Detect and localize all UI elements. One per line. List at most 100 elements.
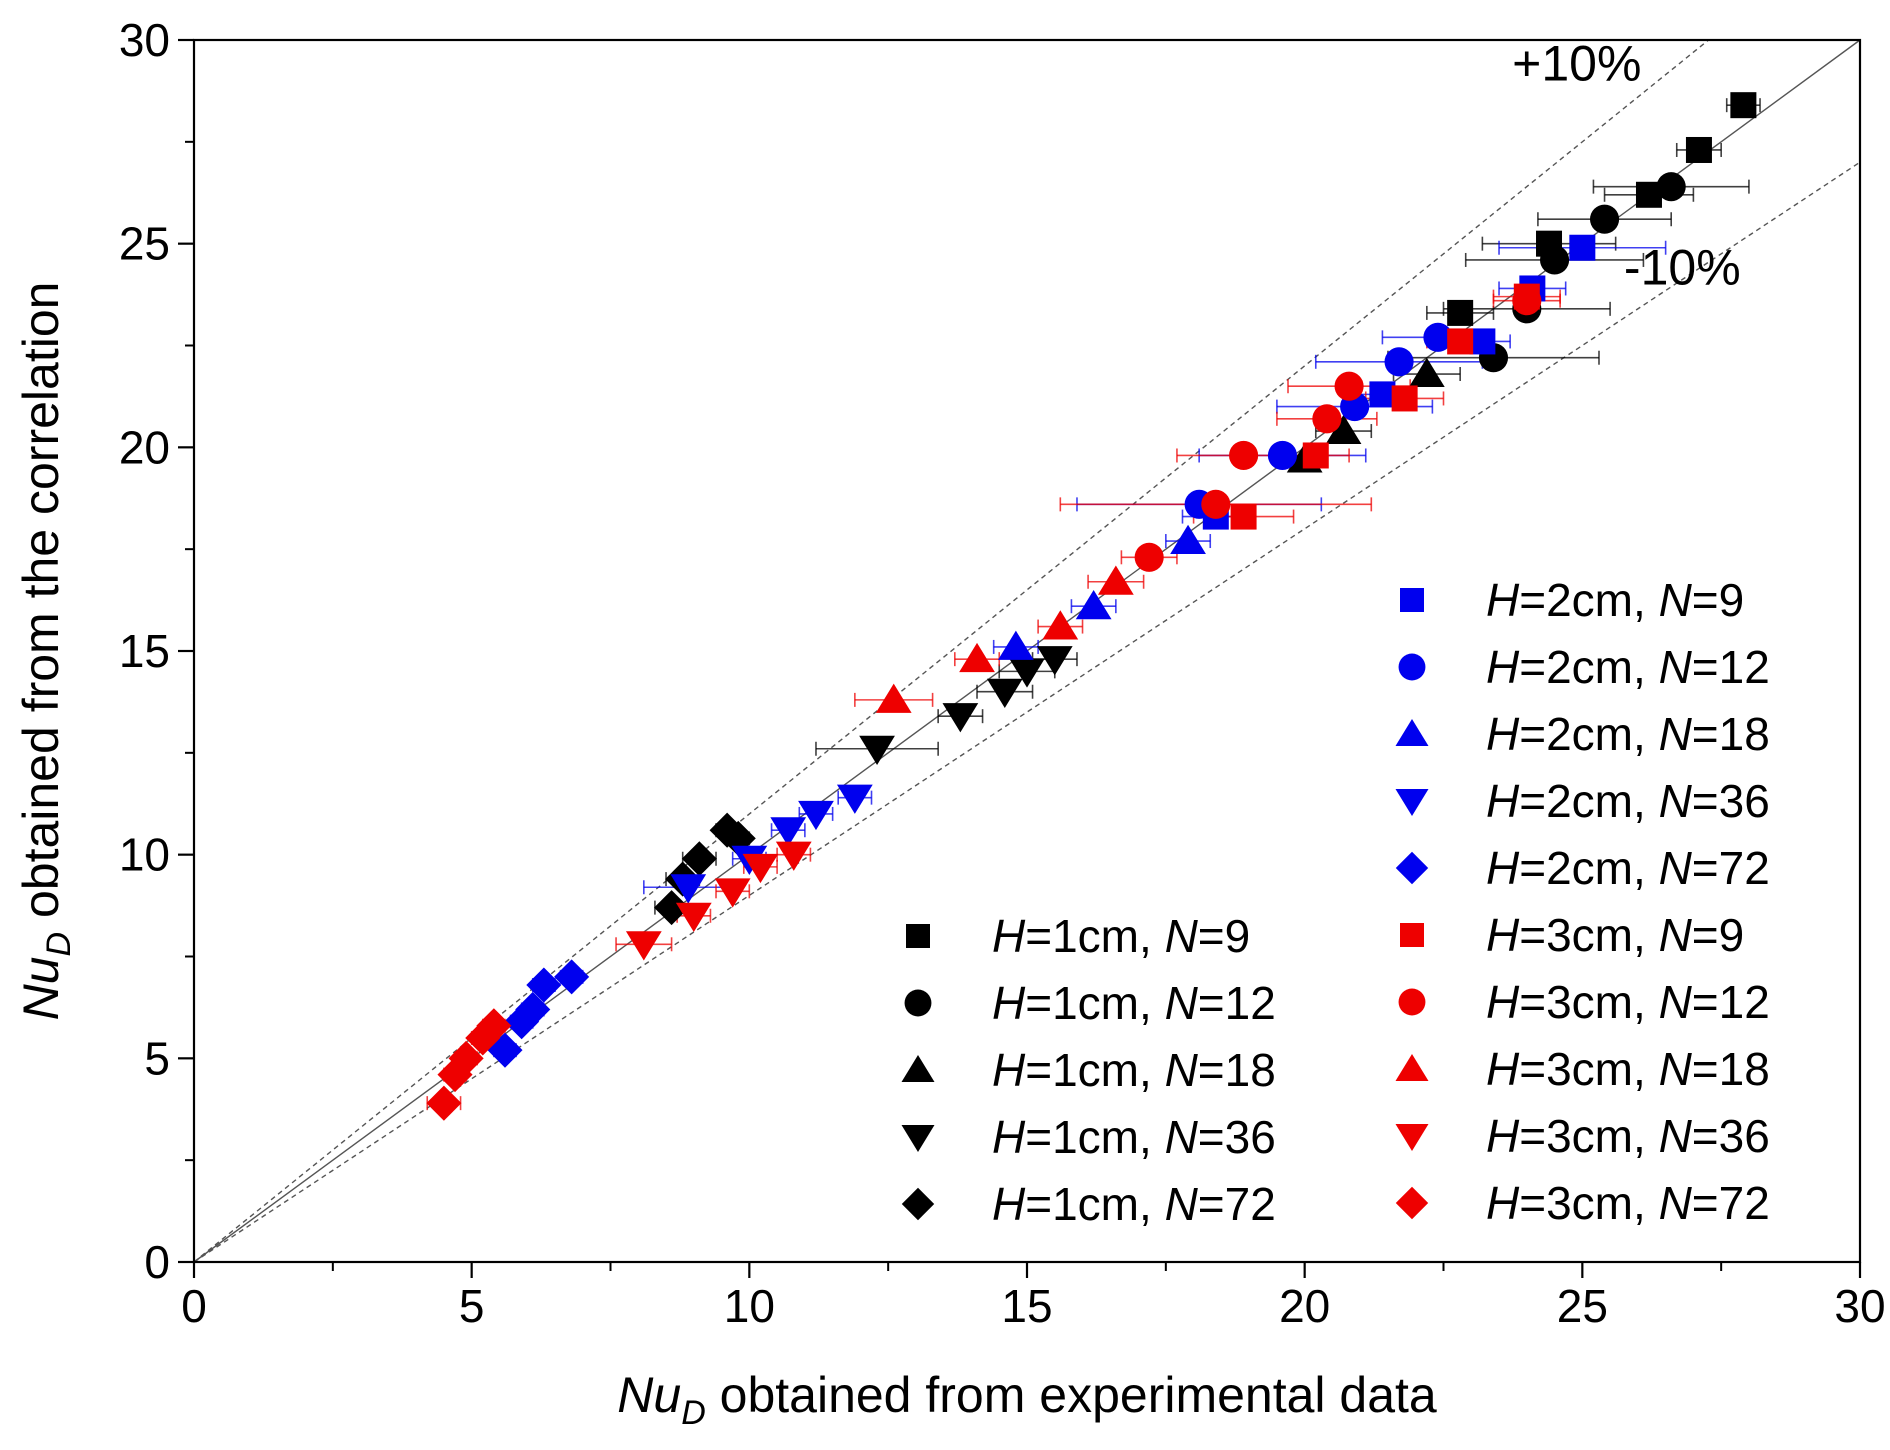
legend-item-h1-n9: H=1cm, N=9 <box>906 910 1250 962</box>
legend-label-part: H <box>1486 708 1520 760</box>
data-point-h2-n9-0 <box>1569 234 1596 261</box>
data-point-h2-n36-0 <box>836 784 873 814</box>
legend-item-h2-n72: H=2cm, N=72 <box>1395 842 1770 894</box>
legend-item-h3-n72: H=3cm, N=72 <box>1395 1177 1770 1229</box>
annotation-plus10: +10% <box>1512 36 1641 92</box>
legend-label: H=1cm, N=9 <box>992 910 1250 962</box>
data-point-h1-n36-1 <box>1009 658 1045 688</box>
y-tick-label: 5 <box>144 1032 170 1084</box>
data-point-h3-n12-0 <box>1512 286 1542 316</box>
y-tick-label: 25 <box>119 218 170 270</box>
legend-marker <box>1400 923 1424 947</box>
x-tick-label: 15 <box>1001 1280 1052 1332</box>
legend-label: H=2cm, N=36 <box>1486 775 1770 827</box>
legend-label-part: N <box>1659 909 1693 961</box>
legend-label: H=1cm, N=72 <box>992 1178 1276 1230</box>
data-point-h2-n36-1 <box>798 800 834 831</box>
data-point-h3-n36-0 <box>775 841 812 871</box>
data-point-h1-n72-2 <box>681 841 717 877</box>
legend-label-part: =2cm, <box>1519 842 1658 894</box>
legend-label: H=2cm, N=12 <box>1486 641 1770 693</box>
data-markers <box>426 92 1757 1121</box>
axis-var: Nu <box>13 957 69 1021</box>
legend-label-part: N <box>1659 1110 1693 1162</box>
data-point-h3-n12-5 <box>1134 542 1164 572</box>
x-tick-label: 25 <box>1557 1280 1608 1332</box>
data-point-h3-n36-3 <box>675 902 712 933</box>
legend-label-part: =1cm, <box>1025 1044 1164 1096</box>
x-axis-title: NuD obtained from experimental data <box>617 1367 1437 1432</box>
data-point-h2-n72-1 <box>526 967 562 1003</box>
data-point-h3-n9-3 <box>1302 442 1329 469</box>
legend-marker <box>1395 1124 1429 1151</box>
legend-label: H=1cm, N=12 <box>992 977 1276 1029</box>
data-point-h2-n18-1 <box>1075 589 1112 620</box>
legend-label-part: =3cm, <box>1519 909 1658 961</box>
legend-marker <box>901 1055 935 1082</box>
legend-label-part: N <box>1659 976 1693 1028</box>
data-point-h1-n12-1 <box>1589 204 1620 234</box>
x-tick-label: 5 <box>459 1280 485 1332</box>
axis-var-sub: D <box>40 932 78 957</box>
legend-marker <box>901 1187 935 1221</box>
legend-marker <box>901 1125 935 1152</box>
legend-item-h3-n18: H=3cm, N=18 <box>1395 1043 1770 1095</box>
legend-label-part: =36 <box>1198 1111 1276 1163</box>
legend-label-part: N <box>1659 1177 1693 1229</box>
data-point-h3-n36-2 <box>714 878 751 908</box>
legend-item-h2-n12: H=2cm, N=12 <box>1398 641 1770 693</box>
legend-label-part: =2cm, <box>1519 574 1658 626</box>
legend-label: H=1cm, N=18 <box>992 1044 1276 1096</box>
legend-label-part: =2cm, <box>1519 708 1658 760</box>
data-point-h1-n36-2 <box>986 678 1023 708</box>
legend-label-part: H <box>1486 641 1520 693</box>
legend-label-part: =12 <box>1198 977 1276 1029</box>
axis-title-text: obtained from the correlation <box>13 282 69 932</box>
legend-label-part: N <box>1165 1044 1199 1096</box>
y-tick-label: 30 <box>119 14 170 66</box>
legend-label-part: =36 <box>1692 775 1770 827</box>
legend-label-part: =9 <box>1692 909 1744 961</box>
data-point-h1-n36-3 <box>942 703 979 733</box>
legend-label-part: N <box>1659 842 1693 894</box>
data-point-h2-n72-3 <box>504 1004 540 1040</box>
legend-item-h3-n9: H=3cm, N=9 <box>1400 909 1744 961</box>
y-tick-label: 20 <box>119 421 170 473</box>
legend-label-part: H <box>992 977 1026 1029</box>
data-point-h3-n12-4 <box>1201 489 1231 519</box>
y-tick-label: 10 <box>119 829 170 881</box>
legend-item-h1-n36: H=1cm, N=36 <box>901 1111 1276 1163</box>
legend-label-part: =3cm, <box>1519 1043 1658 1095</box>
legend-label-part: H <box>1486 976 1520 1028</box>
legend-label-part: =36 <box>1692 1110 1770 1162</box>
reference-line-plus10 <box>193 39 1709 1263</box>
legend-item-h3-n36: H=3cm, N=36 <box>1395 1110 1770 1162</box>
legend-label: H=1cm, N=36 <box>992 1111 1276 1163</box>
legend-label: H=3cm, N=12 <box>1486 976 1770 1028</box>
legend-label-part: H <box>1486 1177 1520 1229</box>
legend-label-part: H <box>1486 842 1520 894</box>
legend-label-part: H <box>1486 1110 1520 1162</box>
legend-label-part: H <box>992 1178 1026 1230</box>
y-tick-label: 15 <box>119 625 170 677</box>
data-point-h3-n72-1 <box>465 1020 501 1056</box>
legend-label-part: N <box>1659 1043 1693 1095</box>
legend-label-part: H <box>1486 909 1520 961</box>
legend-marker <box>1398 988 1426 1016</box>
axis-title-text: obtained from experimental data <box>706 1367 1437 1423</box>
legend-label-part: =18 <box>1692 1043 1770 1095</box>
legend-label: H=2cm, N=18 <box>1486 708 1770 760</box>
axis-var-sub: D <box>681 1394 706 1432</box>
data-point-h3-n36-1 <box>742 853 779 884</box>
data-point-h2-n72-0 <box>554 959 590 995</box>
legend-label-part: N <box>1165 977 1199 1029</box>
data-point-h3-n9-4 <box>1230 503 1257 530</box>
data-point-h3-n12-3 <box>1229 440 1259 471</box>
legend-label-part: =1cm, <box>1025 1111 1164 1163</box>
legend-label-part: =1cm, <box>1025 910 1164 962</box>
data-point-h2-n12-0 <box>1423 322 1453 352</box>
legend-label: H=3cm, N=72 <box>1486 1177 1770 1229</box>
legend-item-h3-n12: H=3cm, N=12 <box>1398 976 1770 1028</box>
data-point-h2-n18-2 <box>998 630 1034 660</box>
